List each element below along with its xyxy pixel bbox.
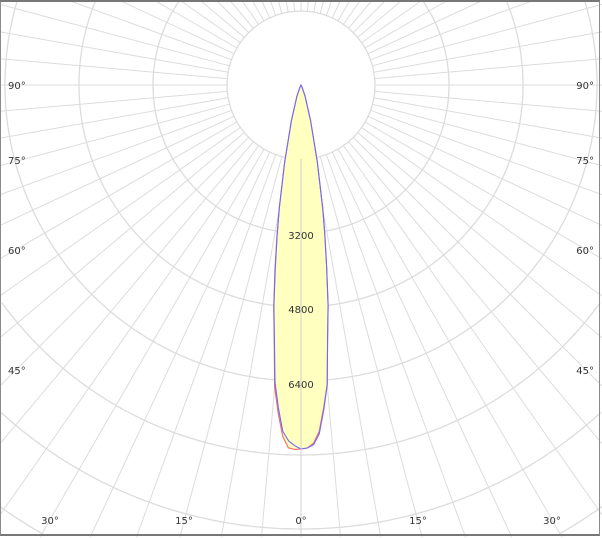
grid-spoke: [269, 0, 277, 16]
grid-spoke: [260, 0, 271, 19]
grid-spoke: [67, 0, 232, 61]
grid-spoke: [364, 0, 449, 49]
angle-label-bottom-15-right: 15°: [409, 516, 427, 527]
grid-spoke: [0, 31, 229, 73]
grid-spoke: [179, 156, 283, 538]
grid-spoke: [367, 0, 484, 55]
grid-spoke: [0, 103, 230, 167]
angle-label-bottom-0: 0°: [295, 516, 306, 527]
grid-spoke: [319, 156, 423, 538]
grid-spoke: [372, 103, 602, 167]
ring-label-4800: 4800: [288, 305, 313, 316]
grid-spoke: [357, 132, 602, 338]
grid-spoke: [179, 0, 241, 44]
grid-spoke: [374, 90, 602, 112]
grid-spoke: [319, 0, 325, 14]
grid-spoke: [352, 136, 602, 387]
grid-spoke: [337, 0, 351, 22]
grid-spoke: [153, 0, 238, 49]
grid-ring: [78, 0, 524, 308]
grid-spoke: [215, 0, 250, 34]
angle-label-bottom-30-right: 30°: [543, 516, 561, 527]
grid-spoke: [285, 0, 289, 13]
grid-spoke: [325, 0, 333, 16]
grid-spoke: [373, 31, 602, 73]
grid-spoke: [364, 121, 602, 260]
angle-label-bottom-15-left: 15°: [175, 516, 193, 527]
grid-spoke: [241, 0, 260, 25]
grid-spoke: [0, 115, 235, 226]
grid-spoke: [374, 58, 602, 80]
labels: 3200 4800 6400 90° 75° 60° 45° 90° 75° 6…: [8, 81, 594, 527]
angle-label-bottom-30-left: 30°: [41, 516, 59, 527]
grid-spoke: [325, 154, 466, 538]
grid-spoke: [331, 0, 342, 19]
angle-label-right-45: 45°: [576, 366, 594, 377]
grid-ring: [152, 0, 450, 234]
grid-spoke: [220, 157, 289, 538]
grid-spoke: [372, 3, 602, 67]
grid-spoke: [0, 126, 241, 297]
angle-label-left-45: 45°: [8, 366, 26, 377]
grid-spoke: [0, 58, 228, 80]
grid-ring: [0, 506, 602, 537]
angle-label-left-75: 75°: [8, 156, 26, 167]
grid-spoke: [0, 132, 245, 338]
grid-spoke: [361, 0, 423, 44]
grid-spoke: [277, 0, 283, 14]
grid-spoke: [0, 145, 260, 516]
grid-spoke: [313, 0, 317, 13]
grid-ring: [1, 302, 601, 456]
grid-spoke: [361, 126, 602, 297]
grid-spoke: [229, 0, 254, 29]
angle-label-left-90: 90°: [8, 81, 26, 92]
grid-spoke: [342, 145, 602, 516]
grid-spoke: [0, 109, 232, 196]
grid-spoke: [370, 109, 602, 196]
angle-label-left-60: 60°: [8, 246, 26, 257]
grid-spoke: [357, 0, 403, 38]
grid-spoke: [313, 157, 382, 538]
grid-ring: [0, 411, 602, 530]
grid-spoke: [89, 151, 271, 538]
grid-spoke: [370, 0, 535, 61]
grid-spoke: [199, 0, 245, 38]
angle-label-right-90: 90°: [576, 81, 594, 92]
ring-label-6400: 6400: [288, 380, 313, 391]
angle-label-right-75: 75°: [576, 156, 594, 167]
grid-spoke: [0, 90, 228, 112]
grid-spoke: [348, 0, 373, 29]
grid-spoke: [0, 141, 254, 445]
grid-spoke: [367, 115, 602, 226]
grid-spoke: [373, 97, 602, 139]
grid-spoke: [0, 136, 250, 387]
grid-spoke: [136, 154, 277, 538]
angle-label-right-60: 60°: [576, 246, 594, 257]
grid-spoke: [0, 3, 230, 67]
ring-label-3200: 3200: [288, 231, 313, 242]
grid-spoke: [348, 141, 602, 445]
grid-spoke: [0, 121, 238, 260]
grid-spoke: [251, 0, 265, 22]
curves: [273, 84, 329, 537]
grid-spoke: [342, 0, 361, 25]
grid-spoke: [118, 0, 235, 55]
grid-spoke: [331, 151, 513, 538]
grid-spoke: [0, 97, 229, 139]
grid-spoke: [352, 0, 387, 34]
grid-ring: [4, 0, 598, 382]
